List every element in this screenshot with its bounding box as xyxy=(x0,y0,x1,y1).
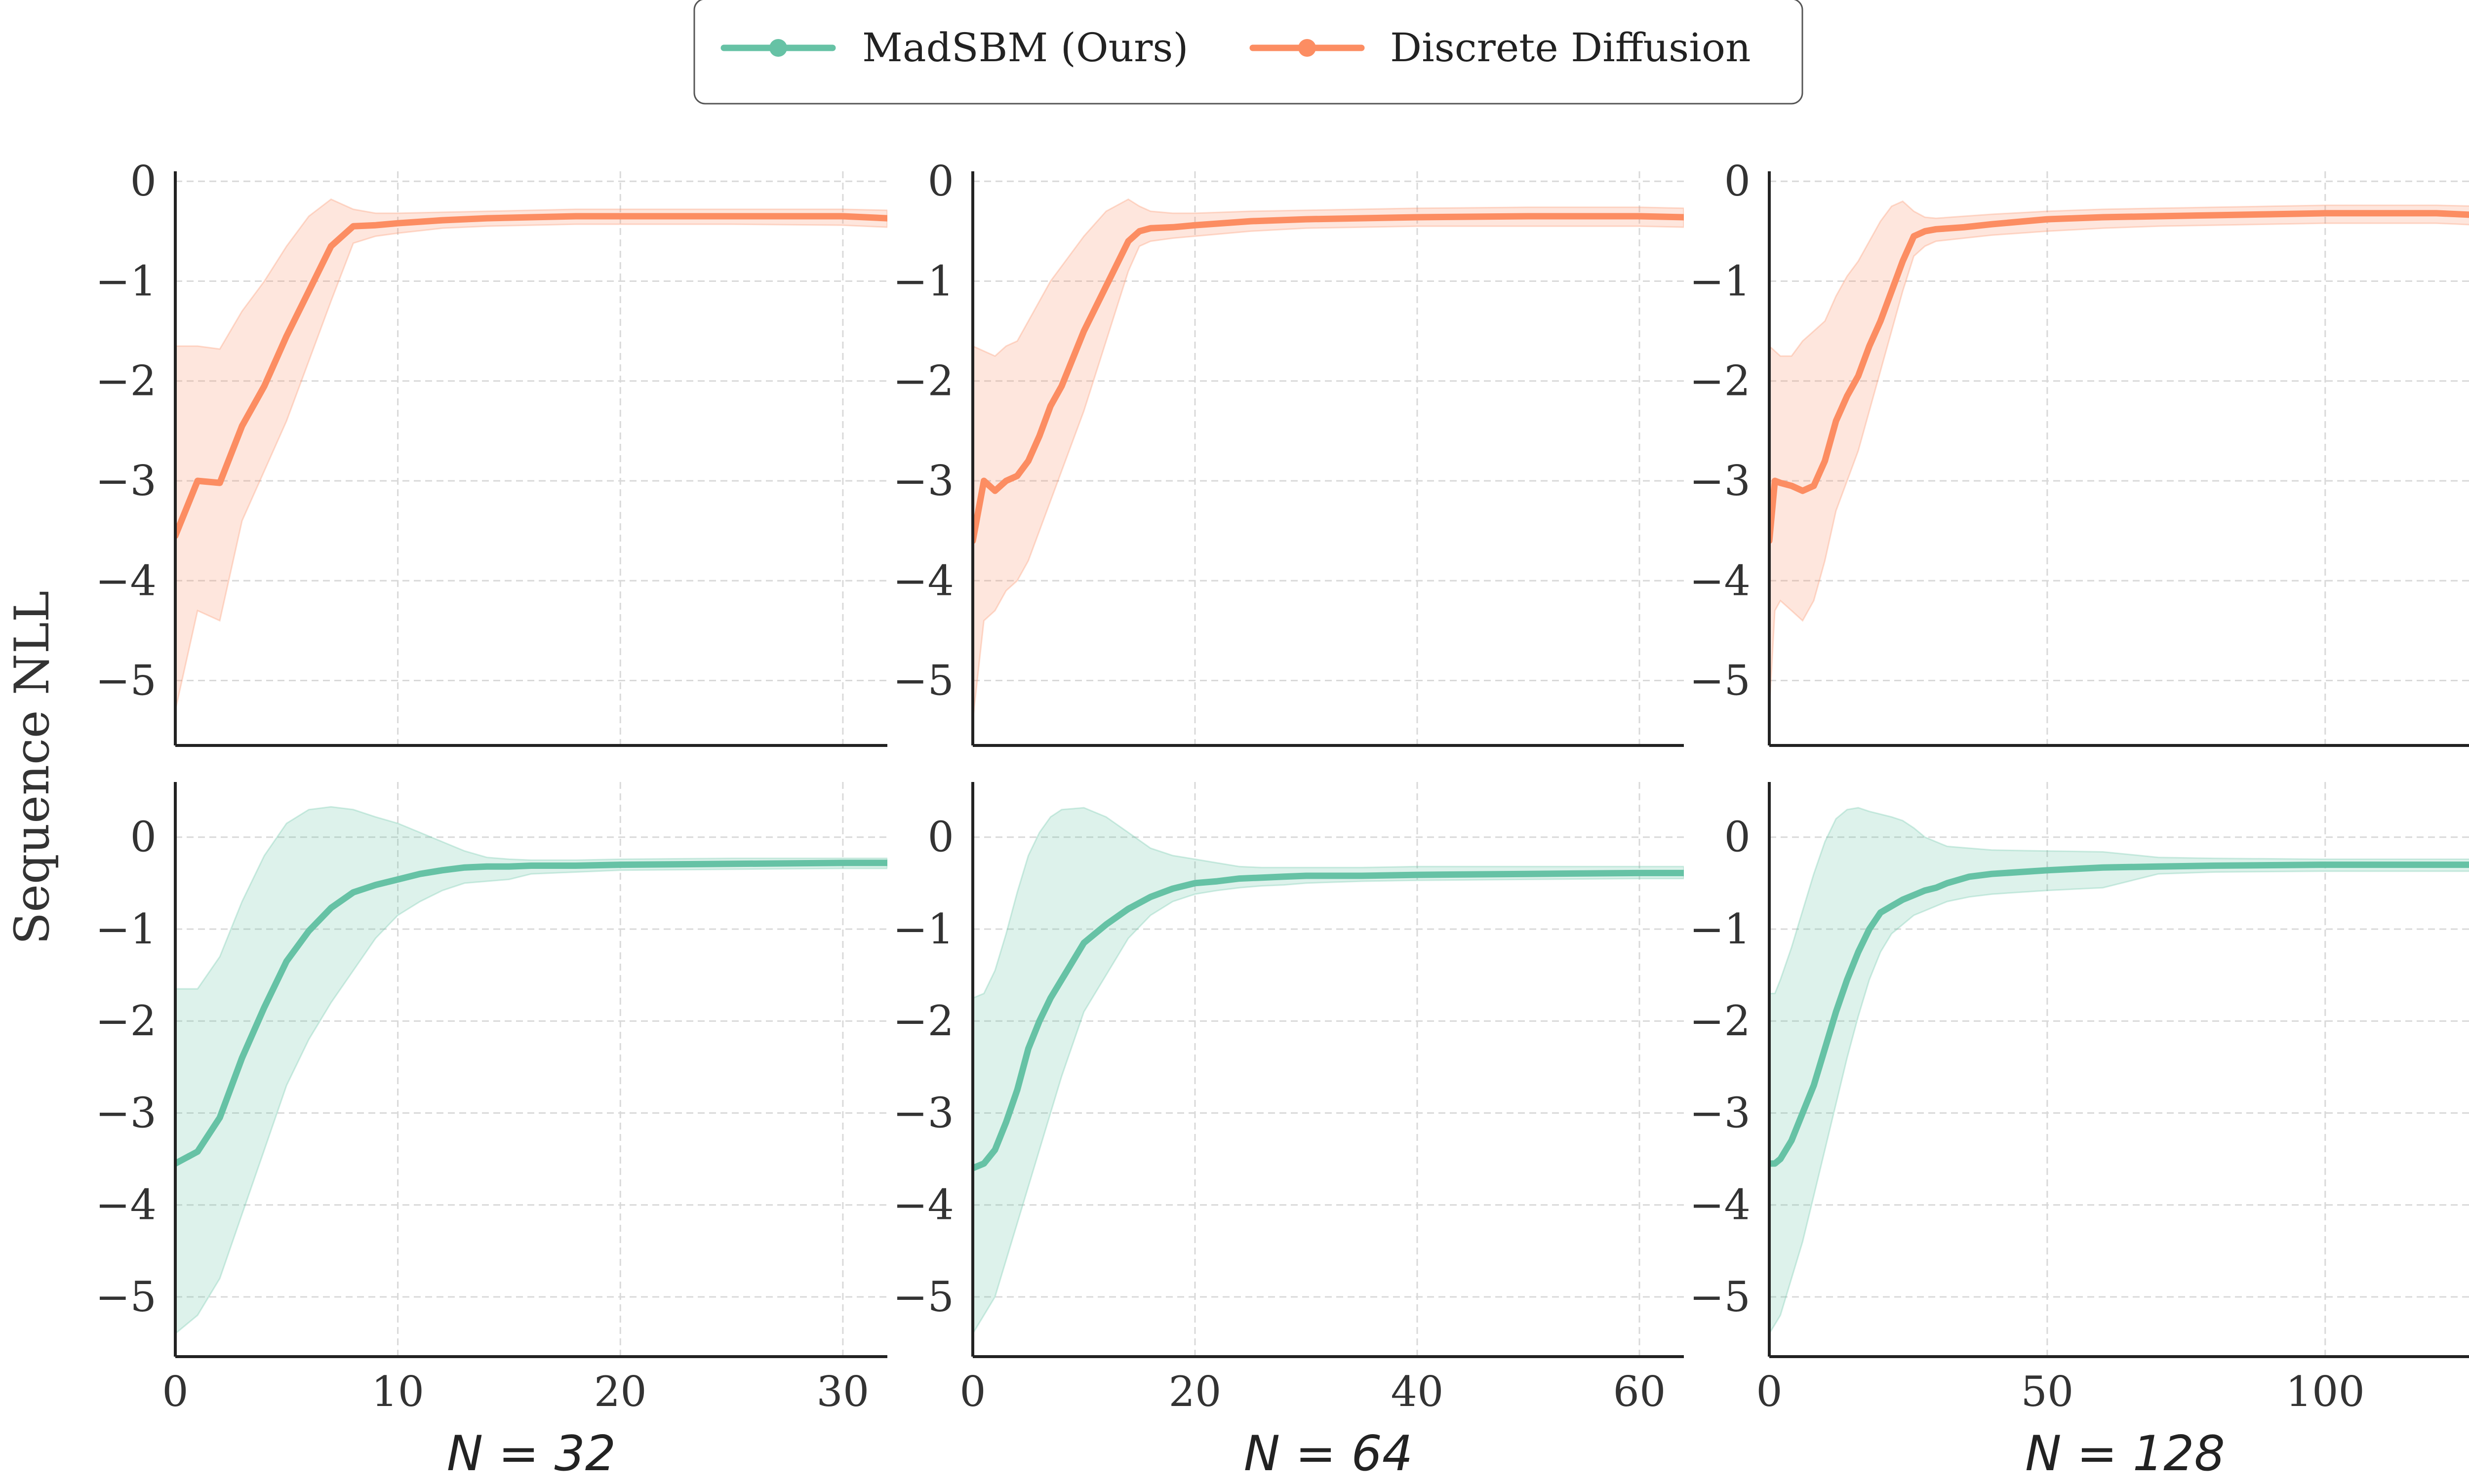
y-tick-label: −4 xyxy=(1689,1181,1751,1229)
y-tick-label: −3 xyxy=(1689,457,1751,505)
confidence-band xyxy=(973,198,1684,721)
series-line xyxy=(1769,861,2469,1167)
y-tick-label: 0 xyxy=(130,157,157,205)
x-tick-label: 0 xyxy=(162,1367,188,1416)
y-tick-label: −3 xyxy=(1689,1089,1751,1137)
y-tick-label: −5 xyxy=(893,1273,954,1321)
y-tick-label: −3 xyxy=(95,457,157,505)
legend-marker-dot-diffusion xyxy=(1298,39,1316,57)
x-axis-label: N = 32 xyxy=(447,1426,616,1482)
series-line xyxy=(973,213,1684,544)
subplot-diff-32: 0 −1 −2 −3 −4 −5 xyxy=(95,157,887,747)
y-tick-label: −1 xyxy=(1689,257,1751,305)
confidence-band xyxy=(1769,200,2469,711)
y-tick-label: 0 xyxy=(130,813,157,861)
y-tick-label: −4 xyxy=(893,556,954,605)
y-tick-label: −3 xyxy=(95,1089,157,1137)
y-tick-label: −1 xyxy=(95,257,157,305)
y-tick-label: 0 xyxy=(928,157,954,205)
y-tick-label: −2 xyxy=(893,997,954,1045)
y-tick-label: −3 xyxy=(893,1089,954,1137)
y-tick-label: −4 xyxy=(95,556,157,605)
x-tick-label: 50 xyxy=(2021,1367,2073,1416)
y-tick-label: −3 xyxy=(893,457,954,505)
y-tick-label: −4 xyxy=(1689,556,1751,605)
y-tick-label: 0 xyxy=(1724,813,1751,861)
confidence-band xyxy=(175,806,887,1335)
legend-label-madsbm: MadSBM (Ours) xyxy=(862,25,1189,71)
y-tick-label: 0 xyxy=(928,813,954,861)
legend: MadSBM (Ours) Discrete Diffusion xyxy=(693,0,1803,105)
y-tick-label: −5 xyxy=(95,657,157,705)
x-tick-label: 0 xyxy=(1756,1367,1782,1416)
y-tick-label: −5 xyxy=(95,1273,157,1321)
y-tick-label: −5 xyxy=(1689,657,1751,705)
subplot-diff-128: 0 −1 −2 −3 −4 −5 xyxy=(1689,157,2469,747)
x-tick-label: 10 xyxy=(371,1367,424,1416)
x-tick-label: 30 xyxy=(816,1367,869,1416)
legend-frame xyxy=(693,0,1803,105)
series-line xyxy=(1769,210,2469,544)
series-line xyxy=(973,869,1684,1172)
y-tick-label: −2 xyxy=(1689,357,1751,405)
x-tick-label: 20 xyxy=(594,1367,647,1416)
legend-marker-dot-madsbm xyxy=(769,39,787,57)
x-tick-label: 0 xyxy=(959,1367,986,1416)
x-tick-label: 60 xyxy=(1613,1367,1666,1416)
confidence-band xyxy=(175,198,887,711)
subplot-madsbm-64: 0−1−2−3−4−50 20 40 60N = 64 xyxy=(893,782,1684,1482)
series-line xyxy=(175,213,887,539)
confidence-band xyxy=(1769,807,2469,1335)
series-line xyxy=(175,859,887,1167)
y-tick-label: −2 xyxy=(893,357,954,405)
subplot-madsbm-32: 0−1−2−3−4−50 10 20 30N = 32 xyxy=(95,782,887,1482)
y-tick-label: −2 xyxy=(1689,997,1751,1045)
y-tick-label: −1 xyxy=(893,257,954,305)
y-tick-label: −4 xyxy=(95,1181,157,1229)
legend-label-diffusion: Discrete Diffusion xyxy=(1390,25,1751,71)
y-tick-label: −2 xyxy=(95,997,157,1045)
subplot-diff-64: 0 −1 −2 −3 −4 −5 xyxy=(893,157,1684,747)
y-tick-label: −5 xyxy=(1689,1273,1751,1321)
y-tick-label: −2 xyxy=(95,357,157,405)
x-axis-label: N = 128 xyxy=(2025,1426,2225,1482)
x-tick-label: 100 xyxy=(2286,1367,2365,1416)
x-tick-label: 40 xyxy=(1391,1367,1444,1416)
y-tick-label: 0 xyxy=(1724,157,1751,205)
y-tick-label: −1 xyxy=(95,905,157,953)
y-tick-label: −1 xyxy=(893,905,954,953)
y-tick-label: −1 xyxy=(1689,905,1751,953)
x-tick-label: 20 xyxy=(1169,1367,1222,1416)
y-tick-label: −5 xyxy=(893,657,954,705)
y-tick-label: −4 xyxy=(893,1181,954,1229)
y-axis-label: Sequence NLL xyxy=(4,590,60,944)
confidence-band xyxy=(973,807,1684,1335)
x-axis-label: N = 64 xyxy=(1244,1426,1413,1482)
subplot-grid: 0−1−2−3−4−50−1−2−3−4−50−1−2−3−4−50−1−2−3… xyxy=(95,157,2469,1482)
